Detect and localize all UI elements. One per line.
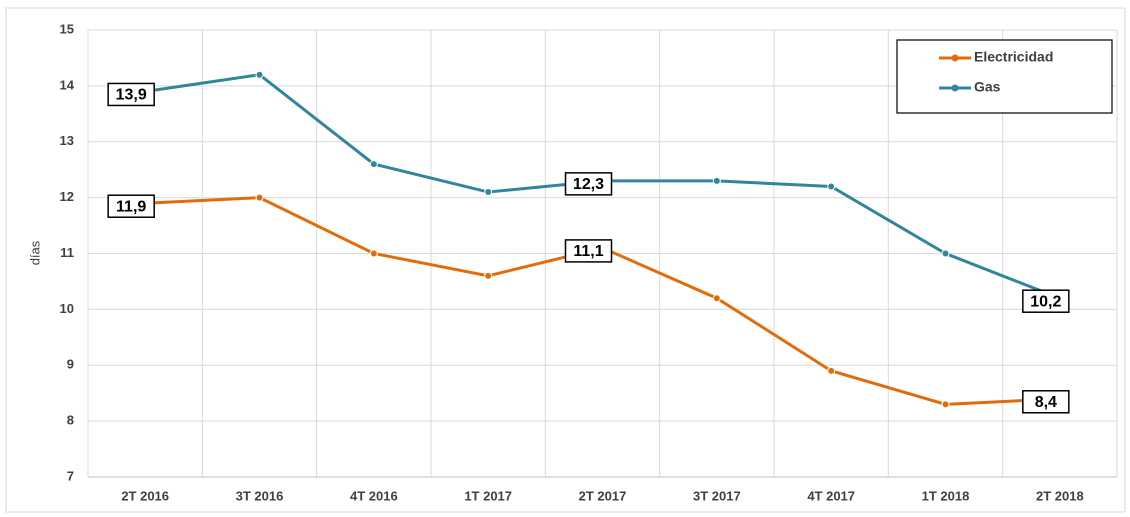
data-label-box [564, 239, 613, 263]
data-point [255, 70, 264, 79]
data-label: 13,9 [116, 87, 147, 104]
y-tick-label: 11 [60, 245, 74, 260]
data-point [827, 182, 836, 191]
y-tick-label: 14 [60, 77, 75, 92]
data-label-box [1022, 390, 1070, 414]
x-tick-label: 4T 2017 [807, 488, 855, 503]
x-tick-label: 1T 2017 [464, 488, 512, 503]
legend-marker [951, 54, 959, 62]
data-label: 10,2 [1030, 293, 1061, 310]
x-tick-label: 3T 2017 [693, 488, 741, 503]
data-point [827, 366, 836, 375]
x-tick-label: 4T 2016 [350, 488, 398, 503]
y-tick-label: 9 [67, 357, 74, 372]
data-label: 8,4 [1035, 394, 1057, 411]
data-point [941, 400, 950, 409]
data-point [255, 193, 264, 202]
data-label: 12,3 [573, 176, 604, 193]
x-tick-label: 1T 2018 [922, 488, 970, 503]
data-label-box [1022, 289, 1070, 313]
x-tick-label: 2T 2016 [121, 488, 169, 503]
data-label-box [107, 82, 155, 107]
data-label: 11,1 [573, 243, 603, 260]
y-axis-label: días [27, 240, 42, 265]
y-tick-label: 7 [67, 468, 74, 483]
legend-marker [951, 84, 959, 92]
data-label-box [107, 194, 155, 218]
data-label-box [564, 172, 613, 196]
x-tick-label: 2T 2017 [579, 488, 627, 503]
chart-border [5, 7, 1126, 513]
y-tick-label: 10 [60, 301, 74, 316]
data-point [484, 188, 493, 197]
x-tick-label: 2T 2018 [1036, 488, 1084, 503]
data-point [484, 271, 493, 280]
legend-label: Electricidad [974, 49, 1053, 65]
y-tick-label: 12 [60, 189, 74, 204]
data-point [941, 249, 950, 258]
y-tick-label: 13 [60, 133, 74, 148]
y-tick-label: 8 [67, 413, 74, 428]
data-point [369, 249, 378, 258]
x-tick-label: 3T 2016 [236, 488, 284, 503]
y-tick-label: 15 [60, 21, 74, 36]
series-line [145, 196, 1060, 406]
data-point [712, 294, 721, 303]
legend-box [896, 39, 1113, 114]
data-point [712, 176, 721, 185]
data-label: 11,9 [116, 198, 146, 215]
legend-label: Gas [974, 79, 1001, 95]
data-point [369, 160, 378, 169]
